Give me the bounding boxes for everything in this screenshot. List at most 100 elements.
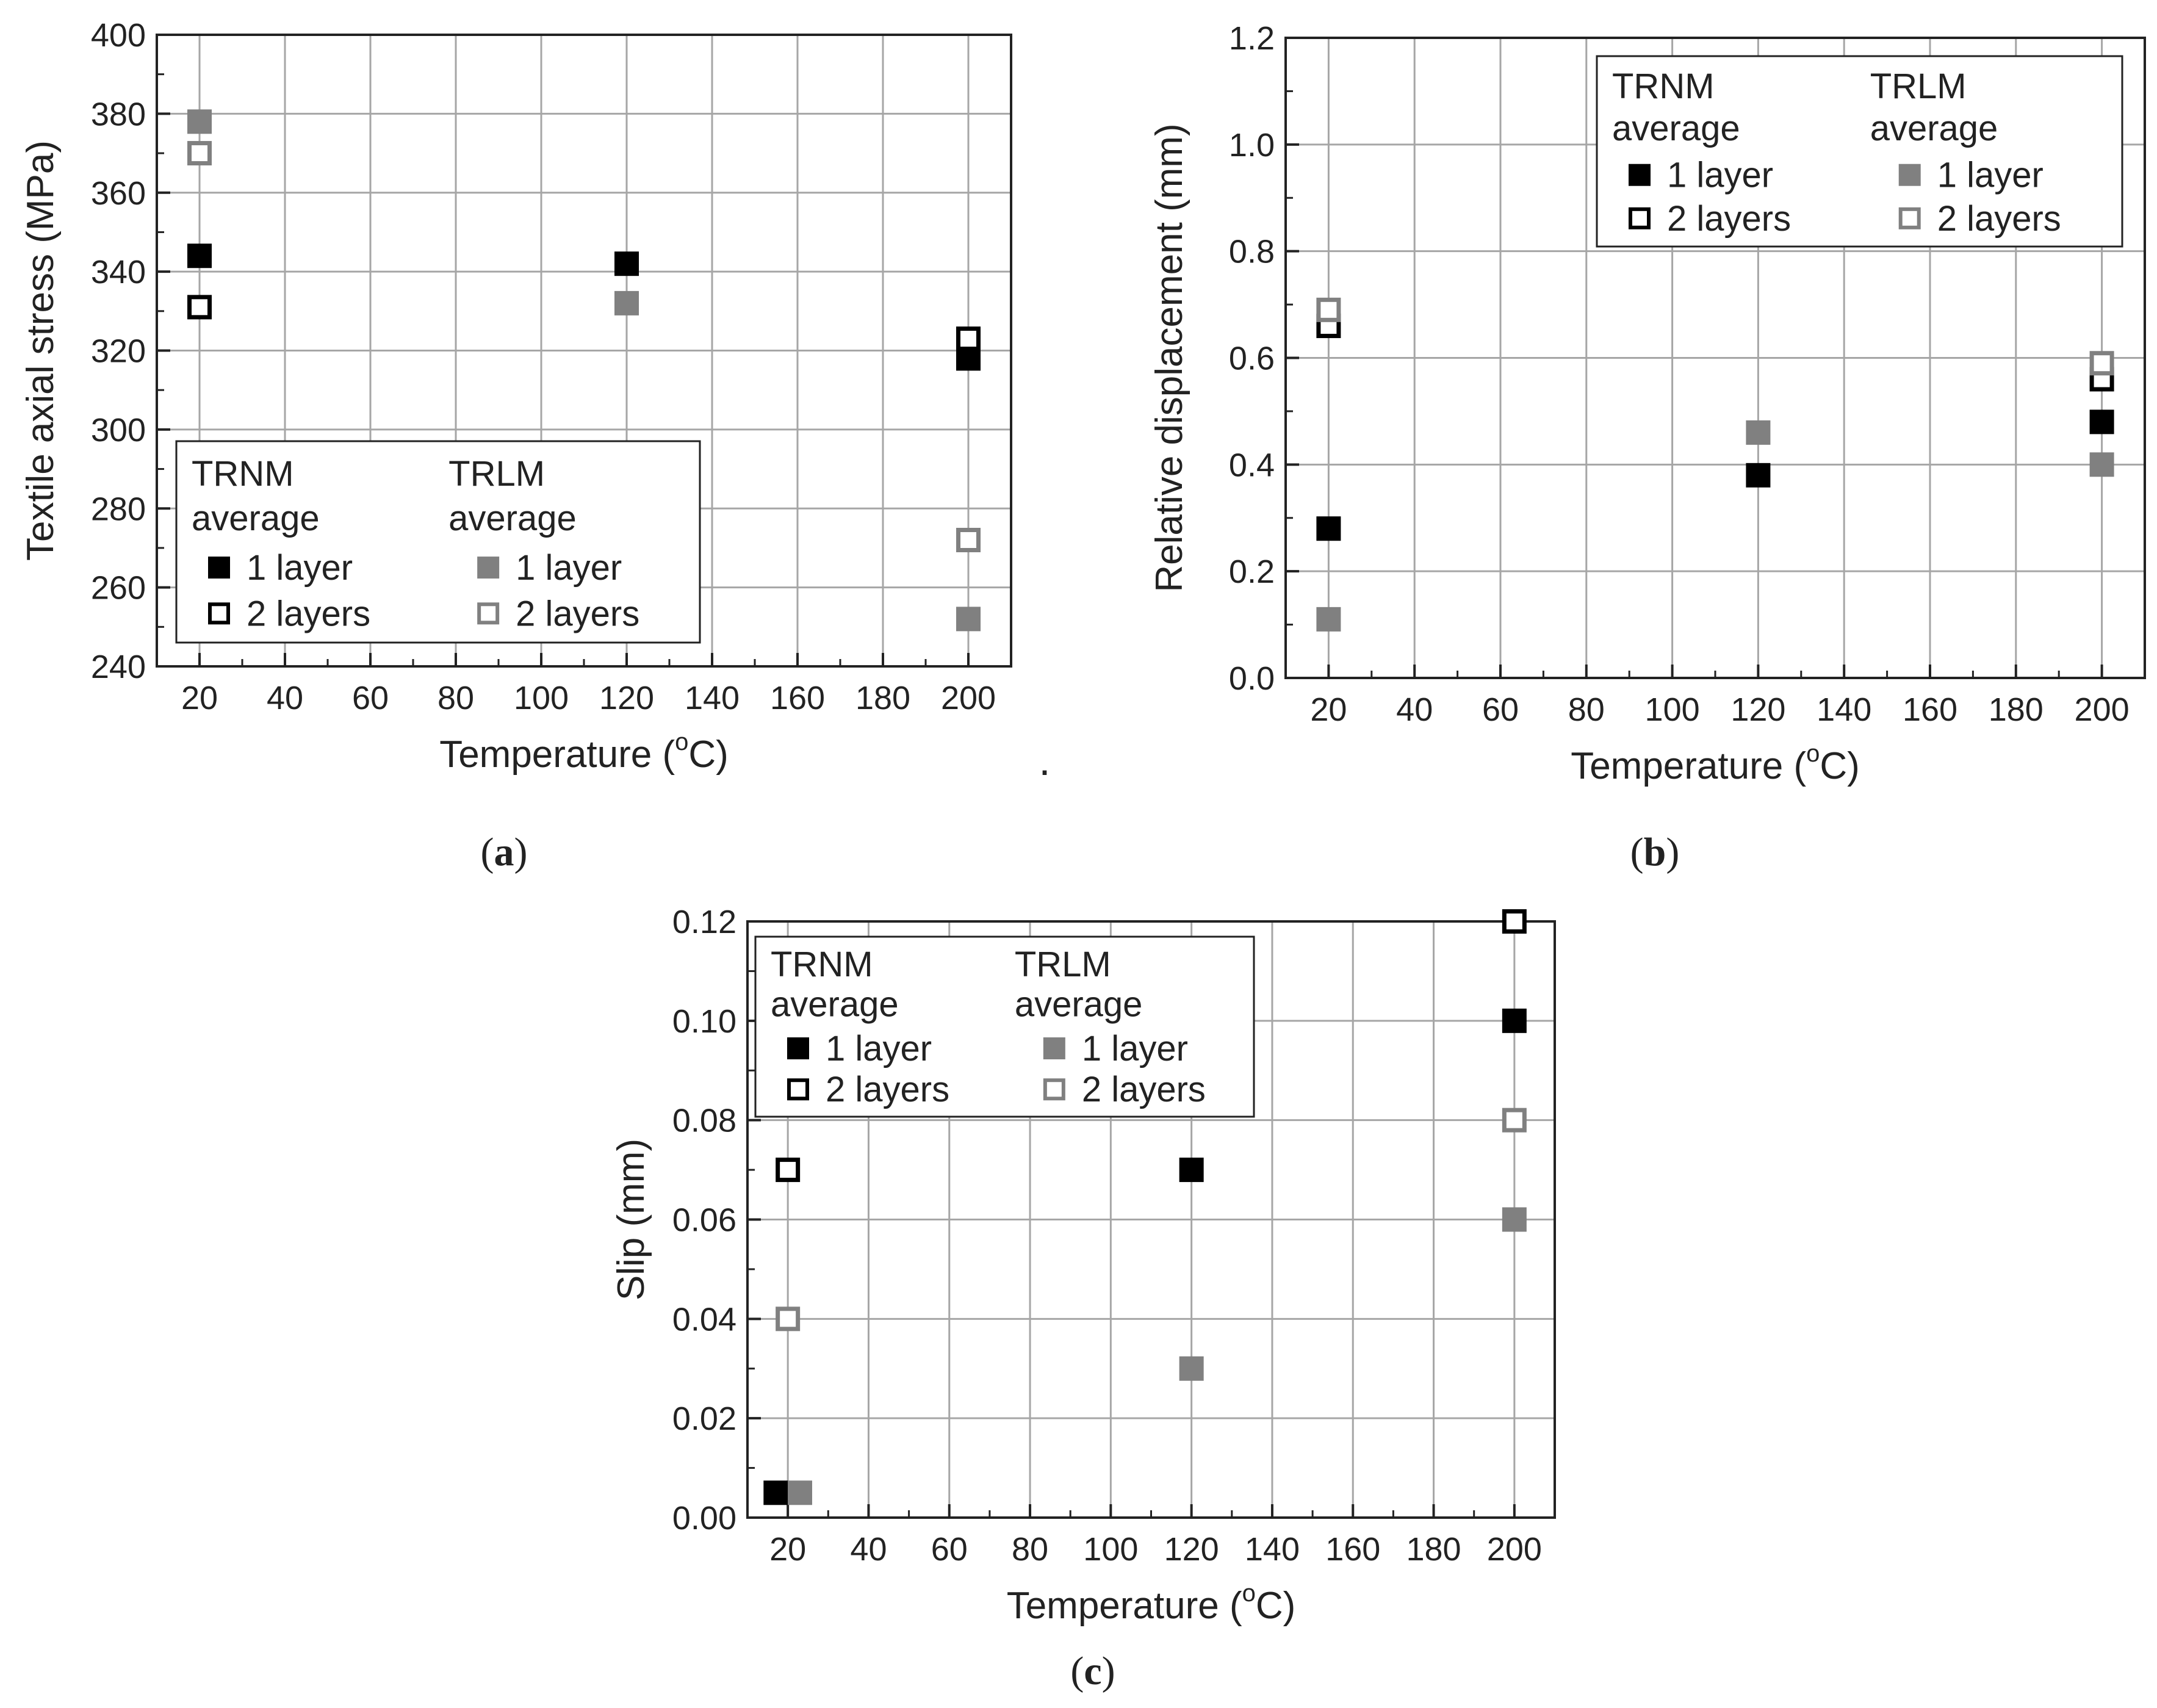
data-point (614, 290, 639, 315)
legend-marker (477, 602, 500, 625)
y-tick-label: 0.02 (672, 1400, 736, 1437)
data-point (2089, 452, 2114, 477)
x-tick-label: 180 (1406, 1531, 1461, 1568)
data-point (956, 607, 981, 632)
data-point (1502, 1108, 1527, 1133)
x-tick-label: 100 (514, 680, 569, 716)
y-tick-label: 0.04 (672, 1301, 736, 1338)
legend-box (754, 935, 1255, 1118)
x-tick-label: 120 (599, 680, 654, 716)
caption-close-paren: ) (1666, 830, 1679, 874)
y-axis-title: Relative displacement (mm) (1148, 123, 1190, 592)
panel-caption: (c) (1070, 1649, 1115, 1693)
x-tick-label: 40 (267, 680, 303, 716)
x-tick-label: 40 (850, 1531, 887, 1568)
data-point (1316, 297, 1341, 322)
legend-entry-label: 2 layers (826, 1070, 949, 1109)
x-tick-label: 180 (1989, 691, 2044, 728)
y-axis-title: Textile axial stress (MPa) (20, 140, 62, 561)
y-tick-label: 0.08 (672, 1103, 736, 1139)
y-tick-label: 0.4 (1229, 447, 1275, 483)
x-tick-label: 200 (1487, 1531, 1542, 1568)
data-point (956, 528, 981, 552)
panel-caption: (b) (1630, 830, 1680, 874)
x-tick-label: 80 (1012, 1531, 1048, 1568)
y-tick-label: 1.2 (1229, 20, 1275, 57)
x-axis-title-degree: o (1242, 1580, 1256, 1607)
data-point (787, 1480, 812, 1505)
caption-open-paren: ( (481, 830, 494, 874)
data-point (1179, 1356, 1204, 1381)
legend-marker (1898, 207, 1921, 229)
y-axis-title: Slip (mm) (610, 1139, 652, 1300)
data-point (1179, 1158, 1204, 1183)
caption-close-paren: ) (514, 830, 528, 874)
x-axis-title-text: Temperature ( (1007, 1585, 1242, 1627)
data-point (187, 141, 212, 166)
legend-group-heading: average (192, 499, 320, 538)
legend-marker (1629, 164, 1651, 186)
legend-entry-label: 1 layer (1082, 1029, 1188, 1068)
y-tick-label: 0.0 (1229, 660, 1275, 697)
legend-entry-label: 1 layer (516, 548, 622, 588)
legend-box (175, 440, 701, 644)
caption-letter: c (1084, 1649, 1101, 1693)
legend-marker (477, 557, 500, 579)
y-tick-label: 0.12 (672, 904, 736, 940)
data-point (2089, 409, 2114, 434)
x-tick-label: 200 (2075, 691, 2130, 728)
x-axis-title-text: Temperature ( (1571, 745, 1806, 787)
data-point (776, 1158, 801, 1183)
caption-close-paren: ) (1102, 1649, 1115, 1693)
data-point (1316, 516, 1341, 541)
x-axis-title-degree: o (1806, 740, 1820, 767)
y-tick-label: 300 (91, 412, 146, 449)
x-tick-label: 20 (181, 680, 218, 716)
legend-group-heading: average (1870, 109, 1998, 148)
y-tick-label: 260 (91, 570, 146, 607)
legend-marker (208, 602, 230, 625)
caption-open-paren: ( (1630, 830, 1644, 874)
x-tick-label: 20 (769, 1531, 806, 1568)
y-tick-label: 0.06 (672, 1202, 736, 1239)
x-tick-label: 160 (1903, 691, 1957, 728)
x-axis-title-text: Temperature ( (439, 733, 675, 776)
chart-b: 20 40 60 80 100 120 140 160 180 200 0.0 0.2 0.4 0.6 0.… (1148, 20, 2146, 874)
y-tick-label: 320 (91, 333, 146, 370)
x-tick-label: 200 (941, 680, 996, 716)
x-tick-label: 160 (1325, 1531, 1380, 1568)
legend-marker (787, 1078, 809, 1101)
legend-marker (1898, 164, 1921, 186)
legend-entry-label: 1 layer (247, 548, 353, 588)
x-axis-title-degree: o (675, 729, 688, 755)
data-point (956, 326, 981, 351)
legend-marker (1043, 1078, 1065, 1101)
legend-marker (208, 557, 230, 579)
x-tick-label: 140 (1817, 691, 1871, 728)
x-axis-title: Temperature (oC) (439, 729, 729, 776)
x-tick-label: 120 (1164, 1531, 1219, 1568)
data-point (1316, 607, 1341, 632)
legend-entry-label: 2 layers (247, 594, 370, 633)
legend-marker (1629, 207, 1651, 229)
caption-open-paren: ( (1070, 1649, 1084, 1693)
x-tick-label: 20 (1310, 691, 1347, 728)
y-tick-label: 0.10 (672, 1003, 736, 1040)
y-tick-label: 1.0 (1229, 127, 1275, 164)
y-tick-label: 360 (91, 175, 146, 212)
separator-mark: . (1039, 737, 1050, 784)
panel-caption: (a) (481, 830, 528, 874)
x-tick-label: 160 (770, 680, 825, 716)
y-tick-label: 240 (91, 649, 146, 685)
x-tick-label: 60 (931, 1531, 968, 1568)
caption-letter: a (494, 830, 514, 874)
legend-entry-label: 1 layer (1667, 156, 1773, 195)
y-tick-label: 0.2 (1229, 553, 1275, 590)
x-tick-label: 80 (438, 680, 474, 716)
legend-group-heading: TRNM (771, 945, 873, 984)
legend-group-heading: average (1612, 109, 1740, 148)
x-tick-label: 80 (1568, 691, 1605, 728)
